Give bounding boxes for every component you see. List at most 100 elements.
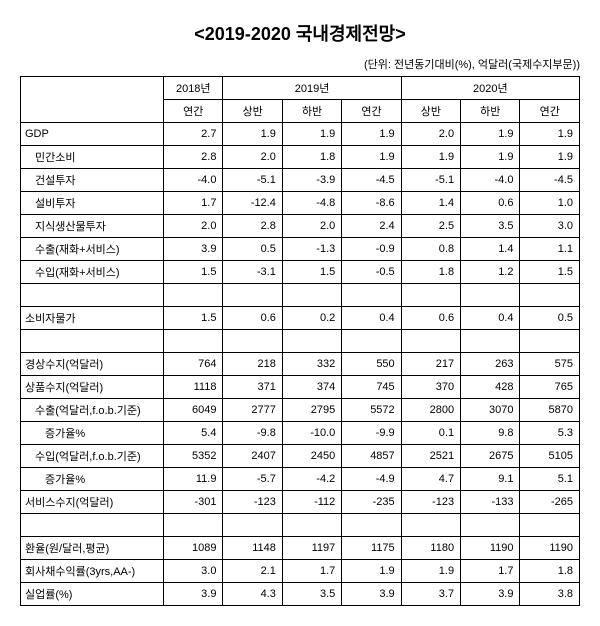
cell-value: -10.0: [282, 422, 341, 445]
cell-value: 1.7: [461, 560, 520, 583]
table-row: 설비투자1.7-12.4-4.8-8.61.40.61.0: [21, 192, 580, 215]
header-2020-h1: 상반: [401, 100, 460, 123]
cell-value: 0.1: [401, 422, 460, 445]
cell-value: 2.8: [164, 146, 223, 169]
blank-cell: [282, 514, 341, 537]
cell-value: 1.2: [461, 261, 520, 284]
table-row: 실업률(%)3.94.33.53.93.73.93.8: [21, 583, 580, 606]
cell-value: 2521: [401, 445, 460, 468]
cell-value: 0.4: [342, 307, 401, 330]
cell-value: 5.3: [520, 422, 580, 445]
cell-value: 3.9: [164, 238, 223, 261]
header-blank: [21, 77, 164, 123]
cell-value: 9.8: [461, 422, 520, 445]
cell-value: 1.5: [520, 261, 580, 284]
table-row: 수출(억달러,f.o.b.기준)604927772795557228003070…: [21, 399, 580, 422]
row-label: 수입(재화+서비스): [21, 261, 164, 284]
blank-cell: [520, 330, 580, 353]
cell-value: 765: [520, 376, 580, 399]
cell-value: 745: [342, 376, 401, 399]
cell-value: 5.4: [164, 422, 223, 445]
cell-value: 2.0: [401, 123, 460, 146]
cell-value: -0.9: [342, 238, 401, 261]
cell-value: 1.5: [282, 261, 341, 284]
cell-value: 1.9: [401, 560, 460, 583]
row-label: 건설투자: [21, 169, 164, 192]
cell-value: -301: [164, 491, 223, 514]
cell-value: 3.9: [461, 583, 520, 606]
cell-value: 0.4: [461, 307, 520, 330]
row-label: 회사채수익률(3yrs,AA-): [21, 560, 164, 583]
cell-value: 1.5: [164, 261, 223, 284]
cell-value: 1.9: [401, 146, 460, 169]
table-row: 서비스수지(억달러)-301-123-112-235-123-133-265: [21, 491, 580, 514]
cell-value: -9.9: [342, 422, 401, 445]
header-2020-h2: 하반: [461, 100, 520, 123]
row-label: 수입(억달러,f.o.b.기준): [21, 445, 164, 468]
table-row: 회사채수익률(3yrs,AA-)3.02.11.71.91.91.71.8: [21, 560, 580, 583]
cell-value: -3.1: [223, 261, 282, 284]
table-row: [21, 284, 580, 307]
blank-cell: [223, 284, 282, 307]
cell-value: 1.9: [342, 123, 401, 146]
row-label: 상품수지(억달러): [21, 376, 164, 399]
cell-value: 3.7: [401, 583, 460, 606]
cell-value: 3.5: [461, 215, 520, 238]
table-row: 수입(재화+서비스)1.5-3.11.5-0.51.81.21.5: [21, 261, 580, 284]
table-row: [21, 514, 580, 537]
page-title: <2019-2020 국내경제전망>: [20, 20, 580, 46]
cell-value: 4.7: [401, 468, 460, 491]
unit-caption: (단위: 전년동기대비(%), 억달러(국제수지부문)): [20, 56, 580, 72]
row-label: 서비스수지(억달러): [21, 491, 164, 514]
blank-cell: [282, 284, 341, 307]
blank-cell: [342, 284, 401, 307]
table-row: 소비자물가1.50.60.20.40.60.40.5: [21, 307, 580, 330]
row-label: 지식생산물투자: [21, 215, 164, 238]
cell-value: 2.0: [223, 146, 282, 169]
table-row: 민간소비2.82.01.81.91.91.91.9: [21, 146, 580, 169]
cell-value: 2407: [223, 445, 282, 468]
cell-value: 3070: [461, 399, 520, 422]
table-row: 상품수지(억달러)1118371374745370428765: [21, 376, 580, 399]
header-2018-annual: 연간: [164, 100, 223, 123]
cell-value: 1175: [342, 537, 401, 560]
row-label: 수출(재화+서비스): [21, 238, 164, 261]
blank-cell: [342, 330, 401, 353]
blank-cell: [401, 514, 460, 537]
forecast-table: 2018년 2019년 2020년 연간 상반 하반 연간 상반 하반 연간 G…: [20, 76, 580, 606]
cell-value: -4.2: [282, 468, 341, 491]
cell-value: -1.3: [282, 238, 341, 261]
cell-value: 1.4: [461, 238, 520, 261]
cell-value: 1.9: [461, 123, 520, 146]
cell-value: -112: [282, 491, 341, 514]
table-row: 수출(재화+서비스)3.90.5-1.3-0.90.81.41.1: [21, 238, 580, 261]
cell-value: 4857: [342, 445, 401, 468]
cell-value: 1190: [461, 537, 520, 560]
cell-value: 0.6: [461, 192, 520, 215]
cell-value: -12.4: [223, 192, 282, 215]
cell-value: 3.8: [520, 583, 580, 606]
cell-value: 1.9: [461, 146, 520, 169]
table-row: 경상수지(억달러)764218332550217263575: [21, 353, 580, 376]
cell-value: 5572: [342, 399, 401, 422]
cell-value: 0.2: [282, 307, 341, 330]
cell-value: 764: [164, 353, 223, 376]
cell-value: 5870: [520, 399, 580, 422]
cell-value: 2795: [282, 399, 341, 422]
cell-value: 3.9: [164, 583, 223, 606]
cell-value: 218: [223, 353, 282, 376]
cell-value: 1.9: [342, 560, 401, 583]
row-label: 증가율%: [21, 422, 164, 445]
cell-value: -5.1: [401, 169, 460, 192]
cell-value: -4.5: [520, 169, 580, 192]
row-label: 환율(원/달러,평균): [21, 537, 164, 560]
cell-value: 1180: [401, 537, 460, 560]
cell-value: 5105: [520, 445, 580, 468]
header-2019: 2019년: [223, 77, 401, 100]
cell-value: 2.0: [282, 215, 341, 238]
cell-value: -3.9: [282, 169, 341, 192]
cell-value: 1.7: [282, 560, 341, 583]
blank-cell: [164, 284, 223, 307]
blank-cell: [401, 330, 460, 353]
cell-value: 1118: [164, 376, 223, 399]
